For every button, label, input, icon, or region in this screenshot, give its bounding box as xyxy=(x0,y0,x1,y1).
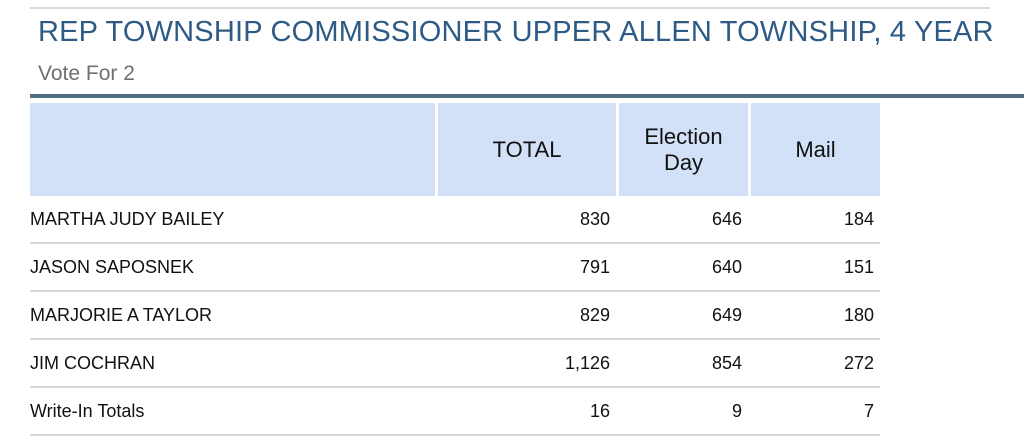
total-votes: 16 xyxy=(589,400,610,421)
table-row: MARTHA JUDY BAILEY 830 646 184 xyxy=(30,196,880,244)
table-row: JASON SAPOSNEK 791 640 151 xyxy=(30,244,880,292)
election-day-votes: 854 xyxy=(711,352,742,373)
mail-votes: 272 xyxy=(843,352,874,373)
total-votes: 830 xyxy=(579,208,610,229)
title-divider xyxy=(30,94,1024,98)
total-votes: 791 xyxy=(579,256,610,277)
header-mail: Mail xyxy=(751,103,880,196)
mail-votes: 7 xyxy=(863,400,874,421)
mail-votes: 180 xyxy=(843,304,874,325)
table-row: Write-In Totals 16 9 7 xyxy=(30,388,880,436)
candidate-name: JASON SAPOSNEK xyxy=(30,256,195,277)
header-election-day: Election Day xyxy=(619,103,748,196)
table-row: JIM COCHRAN 1,126 854 272 xyxy=(30,340,880,388)
header-election-day-label: Election Day xyxy=(644,123,723,175)
contest-title: REP TOWNSHIP COMMISSIONER UPPER ALLEN TO… xyxy=(38,16,994,48)
candidate-name: MARJORIE A TAYLOR xyxy=(30,304,213,325)
total-votes: 829 xyxy=(579,304,610,325)
results-table: TOTAL Election Day Mail MARTHA JUDY BAIL… xyxy=(30,103,880,436)
vote-for-label: Vote For 2 xyxy=(38,62,135,85)
header-total: TOTAL xyxy=(438,103,616,196)
election-day-votes: 640 xyxy=(711,256,742,277)
top-rule xyxy=(30,7,990,9)
candidate-name: JIM COCHRAN xyxy=(30,352,155,373)
election-day-votes: 646 xyxy=(711,208,742,229)
candidate-name: MARTHA JUDY BAILEY xyxy=(30,208,225,229)
table-header-row: TOTAL Election Day Mail xyxy=(30,103,880,196)
election-day-votes: 649 xyxy=(711,304,742,325)
table-row: MARJORIE A TAYLOR 829 649 180 xyxy=(30,292,880,340)
header-candidate xyxy=(30,103,435,196)
total-votes: 1,126 xyxy=(564,352,610,373)
candidate-name: Write-In Totals xyxy=(30,400,145,421)
election-day-votes: 9 xyxy=(731,400,742,421)
mail-votes: 184 xyxy=(843,208,874,229)
mail-votes: 151 xyxy=(843,256,874,277)
